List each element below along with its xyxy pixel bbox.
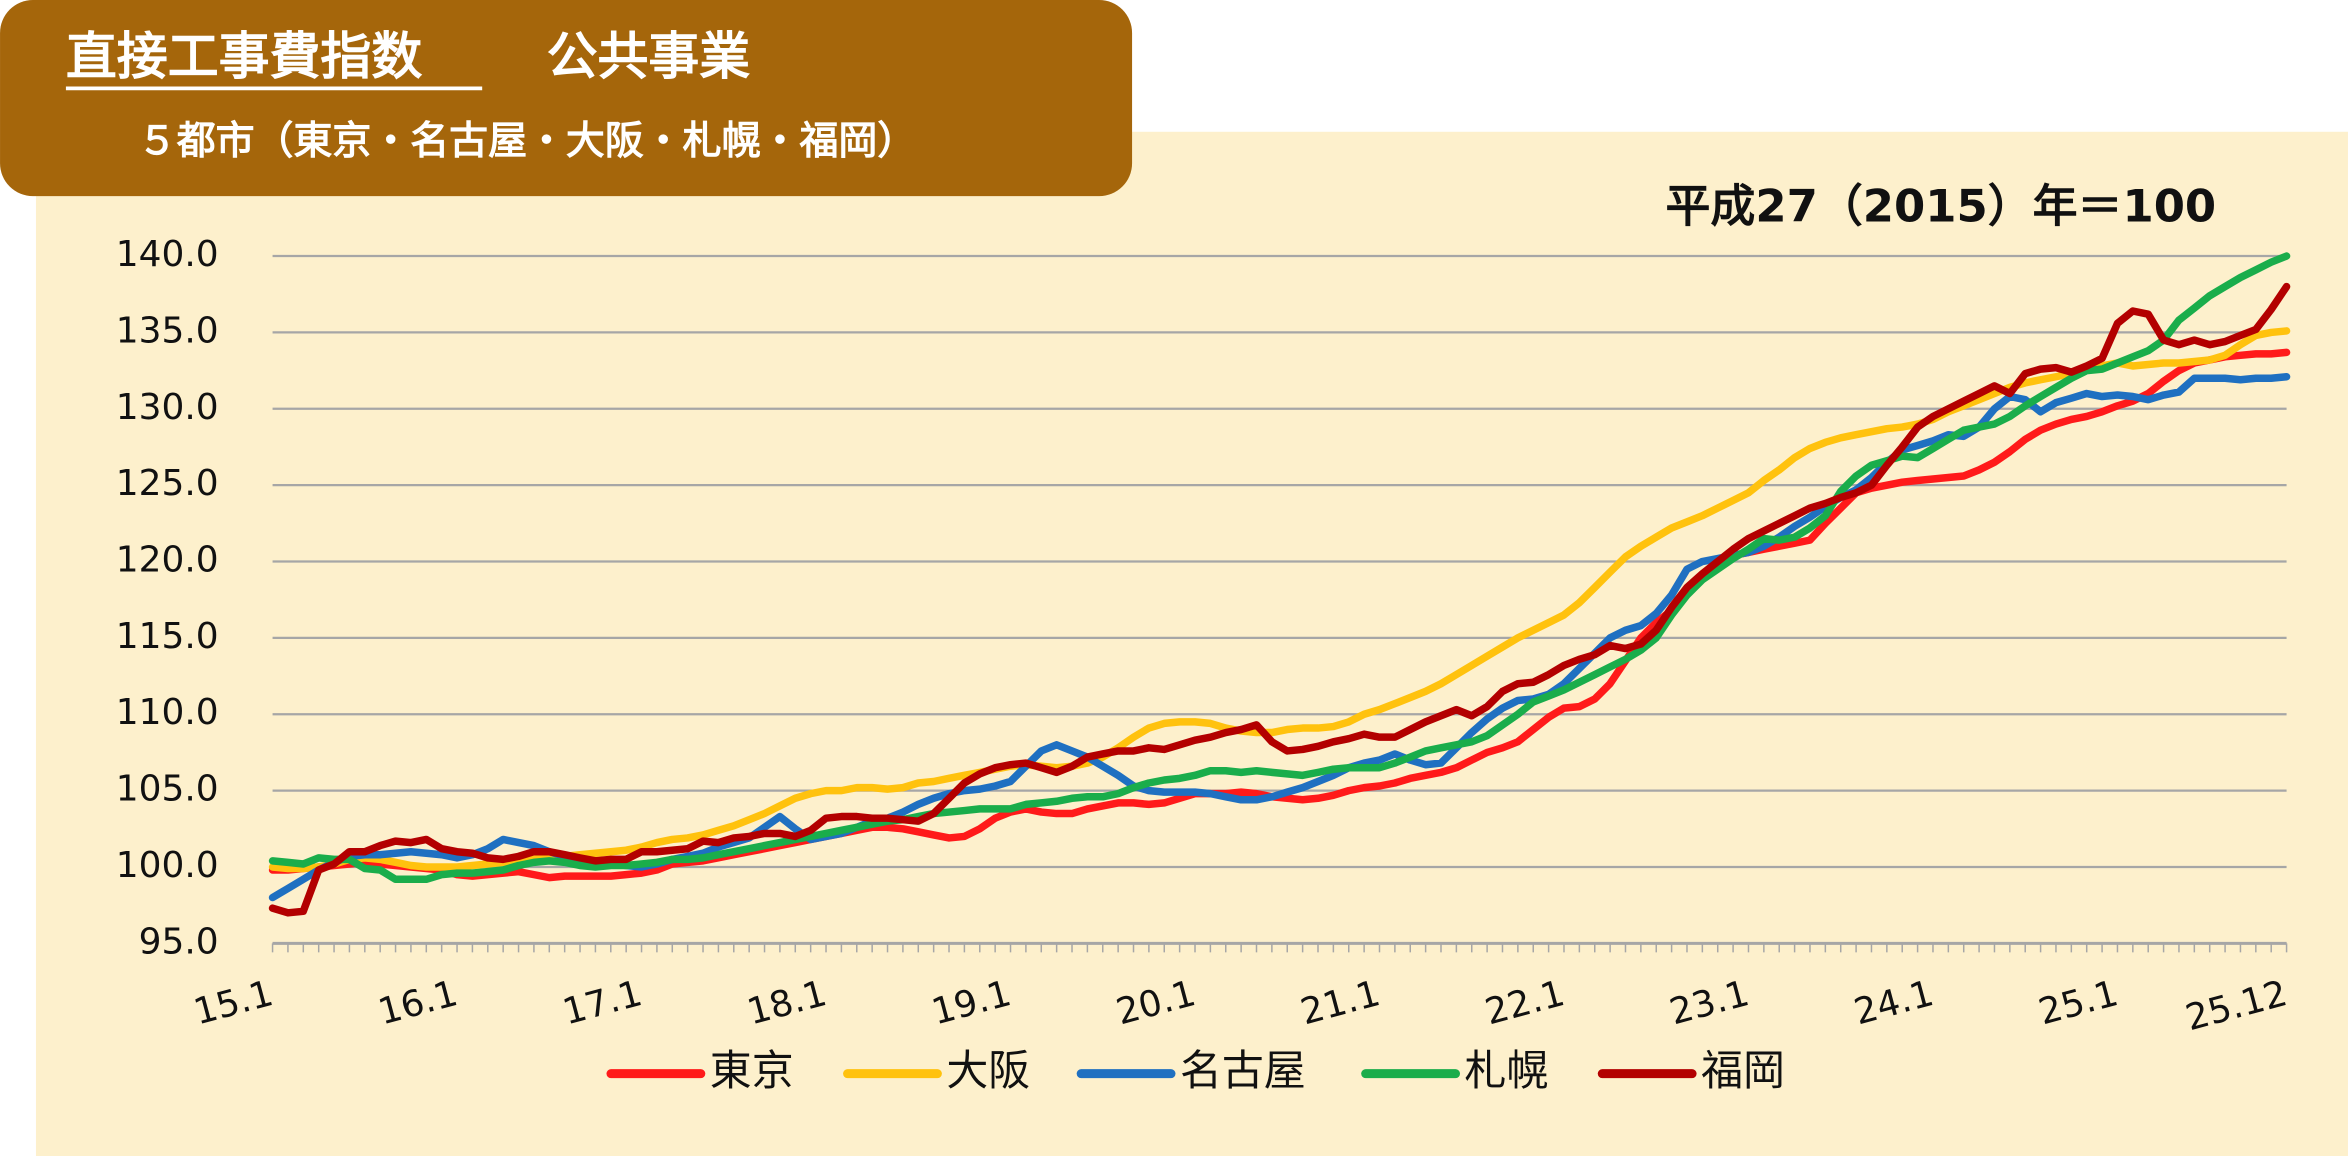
legend-label: 札幌 — [1464, 1046, 1548, 1095]
y-tick-label: 95.0 — [139, 921, 219, 962]
legend-label: 名古屋 — [1180, 1046, 1306, 1095]
y-tick-label: 115.0 — [116, 616, 219, 657]
panel — [35, 131, 2348, 1156]
title-box — [0, 0, 1133, 197]
y-tick-label: 120.0 — [116, 540, 219, 581]
unit-note: 平成27（2015）年＝100 — [1666, 180, 2217, 233]
y-tick-label: 100.0 — [116, 845, 219, 886]
subtitle: 公共事業 — [547, 28, 751, 87]
series-line — [268, 252, 2291, 884]
y-tick-label: 130.0 — [116, 387, 219, 428]
series-line — [268, 282, 2291, 917]
title: 直接工事費指数 — [66, 28, 422, 87]
y-tick-label: 110.0 — [116, 692, 219, 733]
y-tick-label: 105.0 — [116, 769, 219, 810]
legend-label: 大阪 — [946, 1046, 1030, 1095]
y-tick-label: 135.0 — [116, 310, 219, 351]
legend-label: 東京 — [710, 1046, 794, 1095]
legend-label: 福岡 — [1701, 1046, 1785, 1095]
cities: ５都市（東京・名古屋・大阪・札幌・福岡） — [138, 119, 916, 164]
y-tick-label: 125.0 — [116, 463, 219, 504]
y-tick-label: 140.0 — [116, 234, 219, 275]
